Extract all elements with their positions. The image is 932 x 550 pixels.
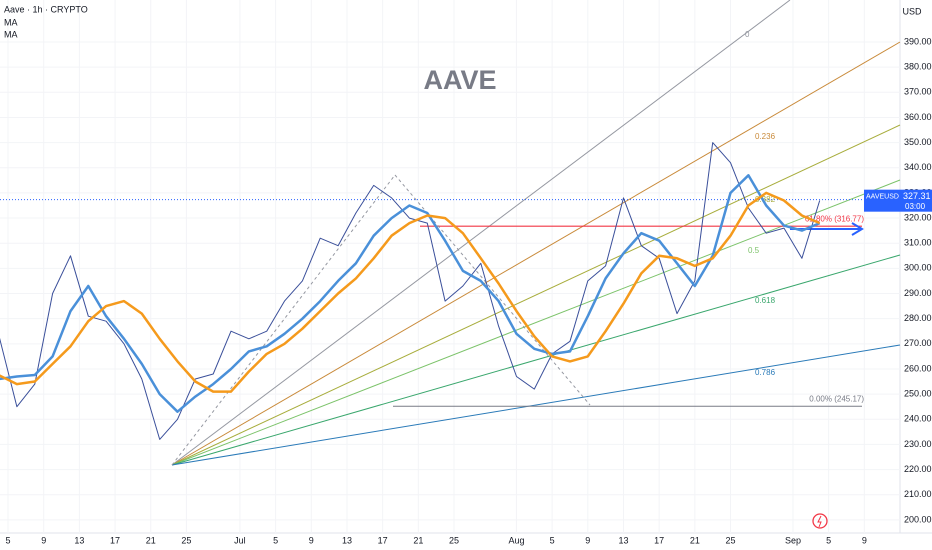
fan-label: 0.236 xyxy=(755,132,776,141)
y-tick-label: 340.00 xyxy=(904,162,932,172)
y-tick-label: 260.00 xyxy=(904,363,932,373)
moving-average xyxy=(0,191,821,393)
alert-icon[interactable] xyxy=(812,513,828,529)
moving-average xyxy=(0,174,821,413)
x-tick-label: 9 xyxy=(309,535,314,545)
y-tick-label: 210.00 xyxy=(904,489,932,499)
price-line-series xyxy=(0,142,821,440)
chart-title: AAVE xyxy=(423,65,496,95)
x-tick-label: 9 xyxy=(862,535,867,545)
y-tick-label: 220.00 xyxy=(904,464,932,474)
fan-label: 0.5 xyxy=(748,246,760,255)
x-tick-label: 17 xyxy=(378,535,388,545)
x-tick-label: 21 xyxy=(690,535,700,545)
y-tick-label: 270.00 xyxy=(904,338,932,348)
fan-label: 0.382 xyxy=(755,195,776,204)
trend-line xyxy=(171,174,396,466)
y-tick-label: 350.00 xyxy=(904,137,932,147)
x-tick-label: 13 xyxy=(74,535,84,545)
y-tick-label: 200.00 xyxy=(904,514,932,524)
legend-entry: MA xyxy=(4,17,18,27)
x-tick-label: 9 xyxy=(585,535,590,545)
legend-entry: Aave · 1h · CRYPTO xyxy=(4,4,88,14)
fan-line xyxy=(171,41,901,466)
fan-line xyxy=(171,0,791,466)
legend-entry: MA xyxy=(4,29,18,39)
y-tick-label: 380.00 xyxy=(904,62,932,72)
y-tick-label: 370.00 xyxy=(904,87,932,97)
y-tick-label: 360.00 xyxy=(904,112,932,122)
level-label: 0.00% (245.17) xyxy=(809,394,864,403)
x-tick-label: 25 xyxy=(726,535,736,545)
x-tick-label: 21 xyxy=(146,535,156,545)
y-tick-label: 290.00 xyxy=(904,288,932,298)
y-tick-label: 310.00 xyxy=(904,238,932,248)
fan-line xyxy=(171,124,901,466)
arrow-head xyxy=(851,222,864,236)
x-tick-label: 17 xyxy=(110,535,120,545)
y-tick-label: 230.00 xyxy=(904,439,932,449)
fan-label: 0 xyxy=(745,30,750,39)
price-tag-countdown: 03:00 xyxy=(905,202,926,211)
y-tick-label: 300.00 xyxy=(904,263,932,273)
fan-label: 0.618 xyxy=(755,296,776,305)
axis-unit: USD xyxy=(902,6,922,16)
fan-line xyxy=(171,254,901,466)
x-tick-label: Jul xyxy=(234,535,246,545)
y-tick-label: 250.00 xyxy=(904,388,932,398)
y-tick-label: 390.00 xyxy=(904,36,932,46)
x-tick-label: 5 xyxy=(550,535,555,545)
y-tick-label: 280.00 xyxy=(904,313,932,323)
x-tick-label: 5 xyxy=(273,535,278,545)
alert-icon-bolt xyxy=(817,515,822,528)
y-tick-label: 320.00 xyxy=(904,212,932,222)
x-tick-label: 25 xyxy=(181,535,191,545)
x-tick-label: 5 xyxy=(826,535,831,545)
x-tick-label: 13 xyxy=(342,535,352,545)
x-tick-label: Sep xyxy=(785,535,801,545)
y-tick-label: 240.00 xyxy=(904,414,932,424)
fan-label: 0.786 xyxy=(755,368,776,377)
x-tick-label: 9 xyxy=(41,535,46,545)
x-tick-label: 13 xyxy=(618,535,628,545)
fan-line xyxy=(171,179,901,466)
x-tick-label: 17 xyxy=(654,535,664,545)
fan-line xyxy=(171,344,901,466)
level-label: 61.80% (316.77) xyxy=(805,214,864,223)
x-tick-label: 25 xyxy=(449,535,459,545)
price-tag-value: 327.31 xyxy=(903,191,931,201)
price-tag-symbol: AAVEUSD xyxy=(866,194,899,201)
x-tick-label: 21 xyxy=(413,535,423,545)
x-tick-label: Aug xyxy=(508,535,524,545)
price-tag-box xyxy=(864,189,932,212)
x-tick-label: 5 xyxy=(6,535,11,545)
